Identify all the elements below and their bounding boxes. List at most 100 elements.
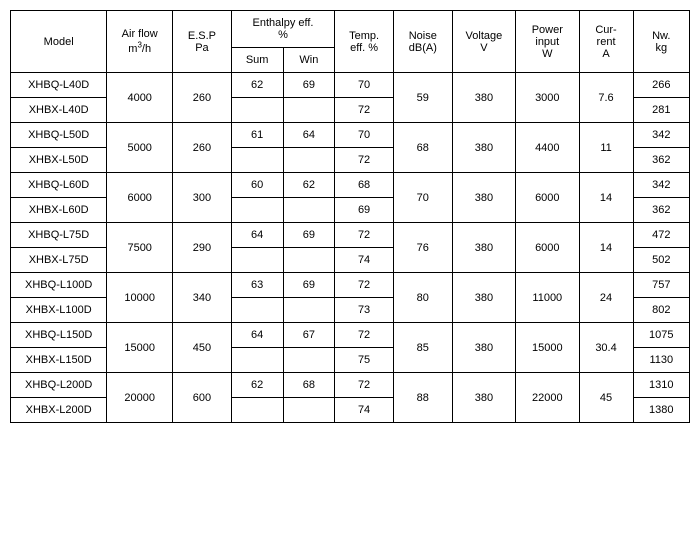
cell-model: XHBQ-L100D: [11, 273, 107, 298]
cell-win: [283, 198, 335, 223]
cell-power: 3000: [516, 73, 579, 123]
cell-noise: 80: [393, 273, 452, 323]
cell-power: 22000: [516, 373, 579, 423]
cell-nw: 342: [633, 173, 689, 198]
cell-power: 15000: [516, 323, 579, 373]
cell-temp: 70: [335, 73, 394, 98]
header-sum: Sum: [231, 48, 283, 73]
cell-nw: 1075: [633, 323, 689, 348]
cell-temp: 70: [335, 123, 394, 148]
cell-nw: 1310: [633, 373, 689, 398]
header-model: Model: [11, 11, 107, 73]
cell-temp: 75: [335, 348, 394, 373]
spec-table: Model Air flow m3/h E.S.P Pa Enthalpy ef…: [10, 10, 690, 423]
cell-current: 45: [579, 373, 633, 423]
cell-sum: 64: [231, 323, 283, 348]
header-airflow-l1: Air flow: [122, 28, 158, 40]
header-voltage-l2: V: [480, 42, 487, 54]
header-airflow: Air flow m3/h: [107, 11, 173, 73]
cell-noise: 76: [393, 223, 452, 273]
cell-model: XHBX-L75D: [11, 248, 107, 273]
cell-sum: [231, 148, 283, 173]
cell-nw: 342: [633, 123, 689, 148]
cell-temp: 72: [335, 323, 394, 348]
cell-current: 7.6: [579, 73, 633, 123]
cell-voltage: 380: [452, 223, 515, 273]
cell-sum: [231, 298, 283, 323]
cell-noise: 85: [393, 323, 452, 373]
cell-win: [283, 98, 335, 123]
cell-esp: 600: [173, 373, 232, 423]
cell-power: 6000: [516, 173, 579, 223]
cell-sum: 64: [231, 223, 283, 248]
cell-esp: 260: [173, 73, 232, 123]
cell-esp: 450: [173, 323, 232, 373]
header-current-l2: rent: [597, 36, 616, 48]
header-power: Power input W: [516, 11, 579, 73]
header-enthalpy-l2: %: [278, 29, 288, 41]
cell-temp: 68: [335, 173, 394, 198]
cell-esp: 340: [173, 273, 232, 323]
header-noise: Noise dB(A): [393, 11, 452, 73]
header-noise-l1: Noise: [409, 30, 437, 42]
table-row: XHBQ-L200D200006006268728838022000451310: [11, 373, 690, 398]
table-body: XHBQ-L40D40002606269705938030007.6266XHB…: [11, 73, 690, 423]
header-enthalpy: Enthalpy eff. %: [231, 11, 334, 48]
cell-nw: 266: [633, 73, 689, 98]
cell-temp: 74: [335, 248, 394, 273]
cell-current: 30.4: [579, 323, 633, 373]
cell-power: 11000: [516, 273, 579, 323]
cell-win: [283, 398, 335, 423]
header-nw-l2: kg: [655, 42, 667, 54]
header-power-l2: input: [535, 36, 559, 48]
header-enthalpy-l1: Enthalpy eff.: [253, 17, 314, 29]
cell-model: XHBX-L100D: [11, 298, 107, 323]
table-header: Model Air flow m3/h E.S.P Pa Enthalpy ef…: [11, 11, 690, 73]
cell-temp: 74: [335, 398, 394, 423]
cell-airflow: 15000: [107, 323, 173, 373]
header-esp: E.S.P Pa: [173, 11, 232, 73]
cell-model: XHBQ-L200D: [11, 373, 107, 398]
cell-sum: 60: [231, 173, 283, 198]
cell-temp: 73: [335, 298, 394, 323]
cell-temp: 72: [335, 148, 394, 173]
cell-current: 14: [579, 173, 633, 223]
cell-airflow: 4000: [107, 73, 173, 123]
header-voltage-l1: Voltage: [466, 30, 503, 42]
cell-model: XHBX-L50D: [11, 148, 107, 173]
cell-power: 6000: [516, 223, 579, 273]
cell-current: 11: [579, 123, 633, 173]
cell-model: XHBX-L40D: [11, 98, 107, 123]
cell-voltage: 380: [452, 273, 515, 323]
cell-airflow: 7500: [107, 223, 173, 273]
cell-airflow: 10000: [107, 273, 173, 323]
header-current-l3: A: [602, 48, 609, 60]
cell-nw: 802: [633, 298, 689, 323]
cell-sum: 63: [231, 273, 283, 298]
table-row: XHBQ-L40D40002606269705938030007.6266: [11, 73, 690, 98]
cell-noise: 59: [393, 73, 452, 123]
cell-model: XHBQ-L50D: [11, 123, 107, 148]
cell-model: XHBX-L60D: [11, 198, 107, 223]
cell-sum: 62: [231, 373, 283, 398]
cell-win: [283, 148, 335, 173]
cell-nw: 472: [633, 223, 689, 248]
cell-temp: 69: [335, 198, 394, 223]
cell-temp: 72: [335, 273, 394, 298]
cell-noise: 88: [393, 373, 452, 423]
table-row: XHBQ-L150D15000450646772853801500030.410…: [11, 323, 690, 348]
cell-voltage: 380: [452, 73, 515, 123]
table-row: XHBQ-L75D750029064697276380600014472: [11, 223, 690, 248]
table-row: XHBQ-L100D10000340636972803801100024757: [11, 273, 690, 298]
header-temp-l1: Temp.: [349, 30, 379, 42]
cell-win: [283, 298, 335, 323]
header-voltage: Voltage V: [452, 11, 515, 73]
cell-model: XHBX-L150D: [11, 348, 107, 373]
cell-nw: 1380: [633, 398, 689, 423]
cell-temp: 72: [335, 223, 394, 248]
cell-win: 64: [283, 123, 335, 148]
cell-model: XHBQ-L60D: [11, 173, 107, 198]
header-airflow-l2: m3/h: [128, 43, 151, 55]
cell-esp: 260: [173, 123, 232, 173]
header-esp-l1: E.S.P: [188, 30, 216, 42]
